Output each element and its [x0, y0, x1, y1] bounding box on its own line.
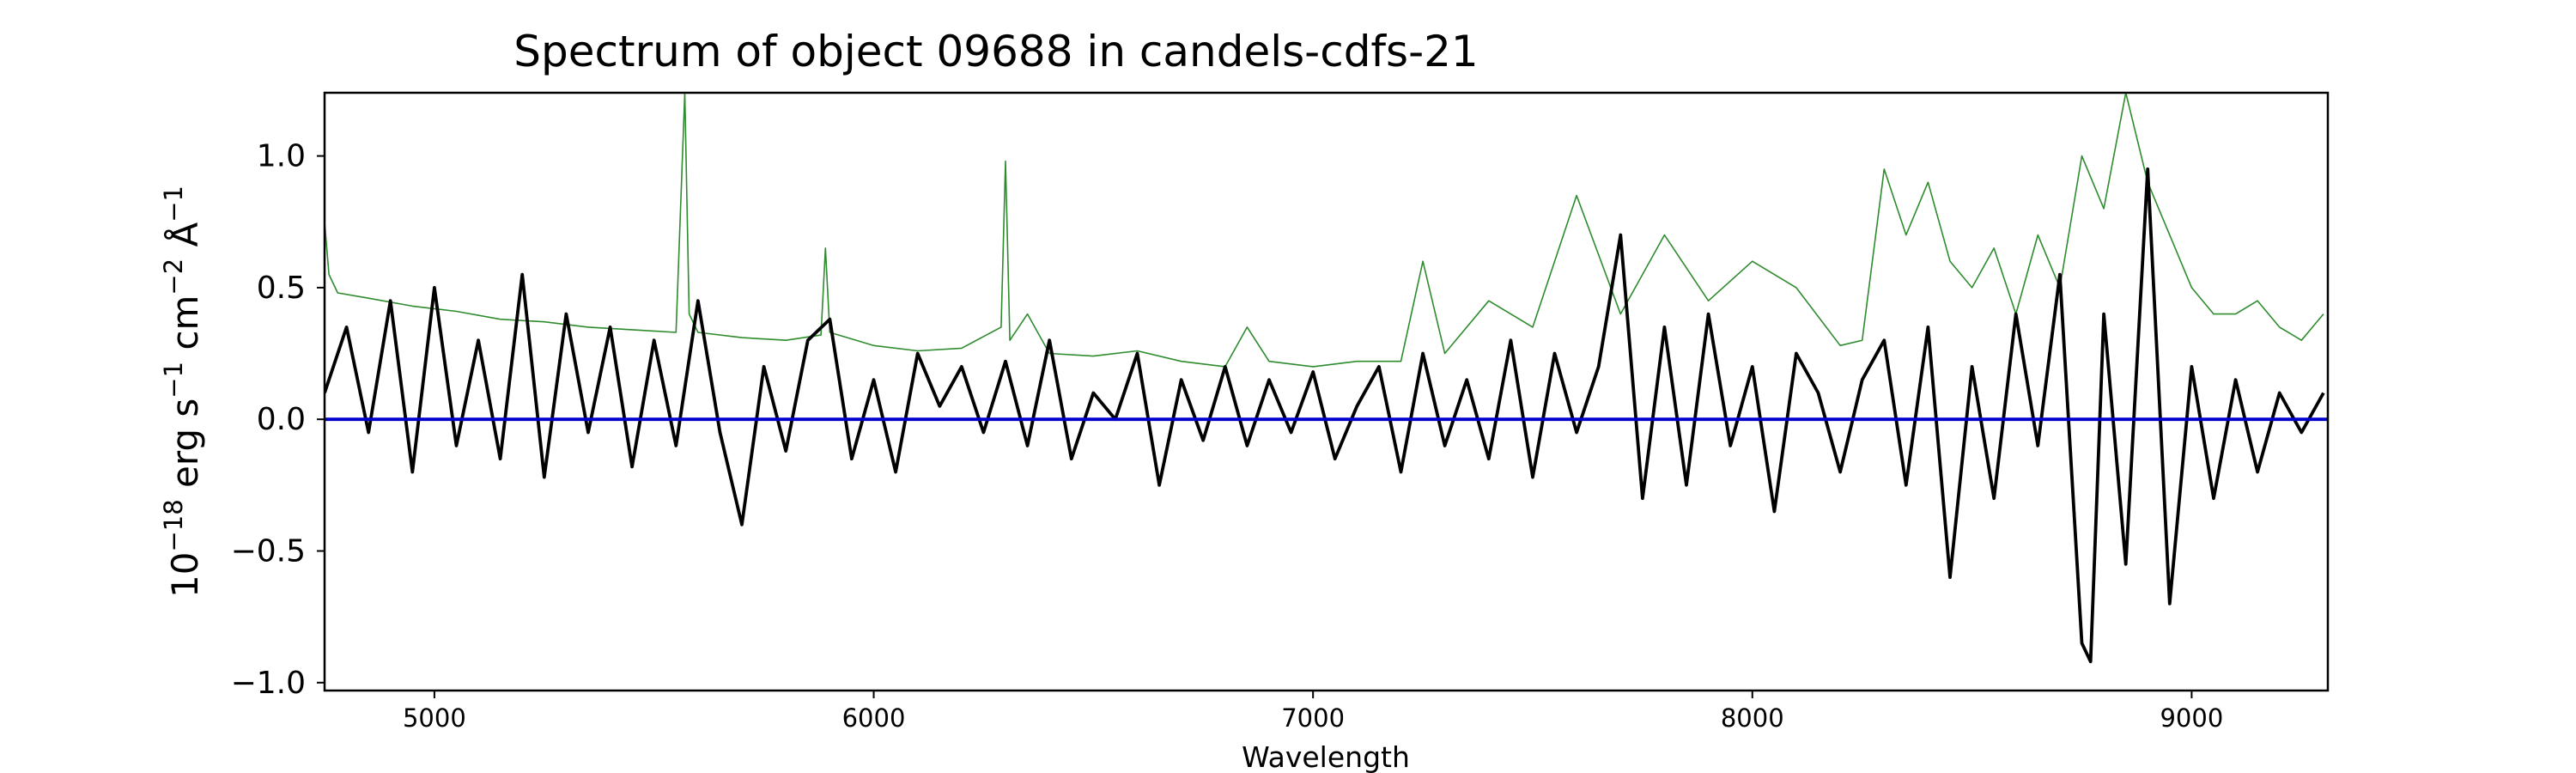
y-label-angstrom: Å — [163, 222, 206, 247]
y-label-cm: cm — [164, 295, 206, 350]
plot-frame — [323, 91, 2330, 692]
y-tick-label: 1.0 — [257, 139, 306, 174]
x-axis-label: Wavelength — [1242, 740, 1410, 773]
x-tick-label: 9000 — [2160, 703, 2223, 733]
x-tick-label: 6000 — [842, 703, 906, 733]
y-label-exp-s: −1 — [159, 362, 188, 399]
y-axis-label: 10−18 erg s−1 cm−2 Å−1 — [159, 186, 206, 598]
y-tick-label: 0.5 — [257, 271, 306, 306]
x-tick-label: 7000 — [1281, 703, 1345, 733]
x-tick-label: 5000 — [403, 703, 466, 733]
x-tick-label: 8000 — [1721, 703, 1784, 733]
y-tick-label: −1.0 — [231, 666, 306, 701]
chart-title: Spectrum of object 09688 in candels-cdfs… — [513, 27, 1479, 76]
flux-series-line — [325, 167, 2325, 664]
y-tick-label: −0.5 — [231, 533, 306, 569]
y-label-erg: erg s — [164, 399, 206, 488]
y-label-exp-a: −1 — [159, 186, 188, 222]
plot-area — [323, 91, 2330, 692]
y-label-exp-cm: −2 — [159, 259, 188, 295]
y-tick-label: 0.0 — [257, 402, 306, 437]
x-axis: 5000 6000 7000 8000 9000 — [403, 691, 2223, 733]
noise-series-line — [325, 93, 2324, 368]
y-label-base: 10 — [164, 552, 206, 598]
y-label-exp-base: −18 — [159, 499, 188, 551]
y-axis: −1.0 −0.5 0.0 0.5 1.0 — [231, 139, 325, 701]
